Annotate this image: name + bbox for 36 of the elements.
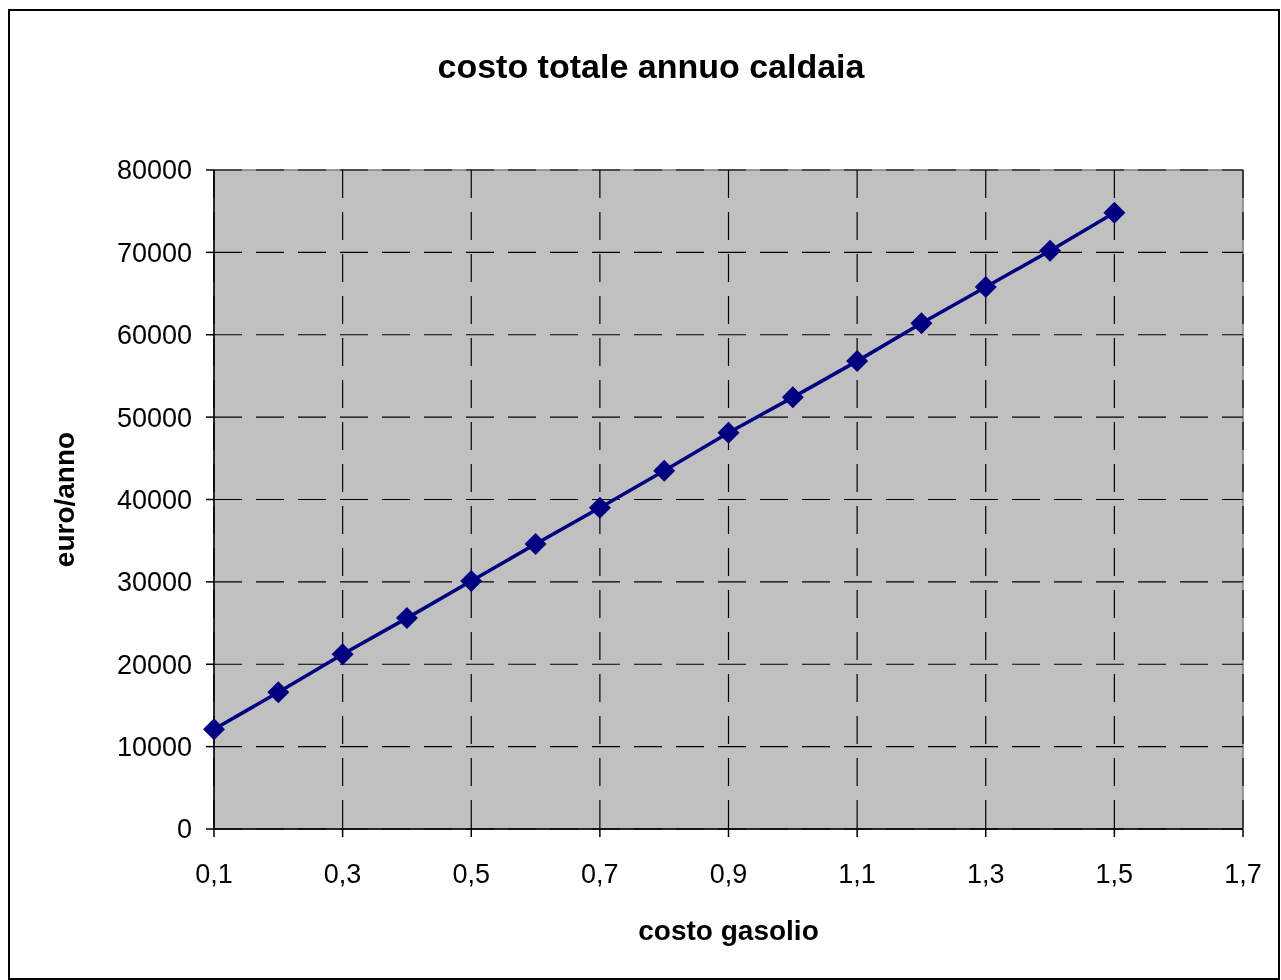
point [524, 532, 547, 555]
y-tick-label: 0 [176, 814, 192, 845]
point [846, 350, 869, 373]
x-tick-label: 0,7 [581, 859, 619, 889]
point [910, 312, 933, 335]
point [203, 718, 225, 741]
y-tick-label: 10000 [116, 732, 192, 763]
point [395, 607, 418, 630]
x-axis-title: costo gasolio [638, 915, 819, 946]
point [331, 643, 354, 666]
x-tick-label: 0,9 [709, 859, 748, 889]
point [460, 570, 483, 593]
chart-title: costo totale annuo caldaia [437, 47, 866, 85]
x-tick-label: 1,1 [838, 859, 876, 889]
y-tick-label: 70000 [116, 237, 192, 268]
y-tick-label: 20000 [116, 649, 192, 680]
x-tick-label: 0,5 [452, 859, 491, 889]
x-tick-label: 0,3 [323, 859, 362, 889]
point [653, 459, 676, 482]
point [781, 386, 804, 409]
y-tick-label: 80000 [116, 155, 192, 186]
y-tick-label: 60000 [116, 320, 192, 351]
x-tick-label: 1,5 [1095, 859, 1134, 889]
point [267, 681, 290, 704]
x-tick-label: 1,3 [966, 859, 1005, 889]
x-tick-label: 1,7 [1224, 859, 1262, 889]
y-tick-label: 40000 [116, 484, 192, 515]
point [974, 275, 997, 298]
y-tick-label: 50000 [116, 402, 192, 433]
point [1103, 201, 1126, 224]
x-tick-label: 0,1 [195, 859, 233, 889]
point [717, 421, 740, 444]
point [1039, 239, 1062, 262]
y-tick-label: 30000 [116, 567, 192, 598]
y-axis-title: euro/anno [49, 431, 80, 568]
point [588, 496, 611, 519]
